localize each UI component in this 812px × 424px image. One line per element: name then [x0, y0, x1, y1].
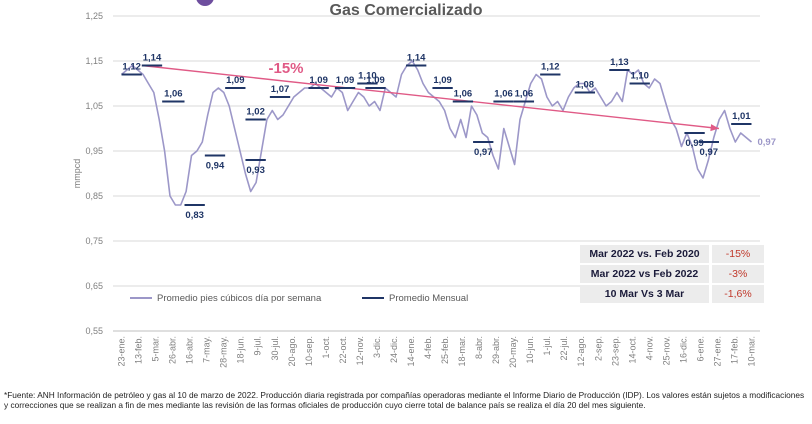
x-tick-label: 18-jun.: [236, 336, 246, 364]
monthly-value-label: 1,01: [732, 111, 751, 122]
x-tick-label: 1-jul.: [542, 336, 552, 356]
x-tick-label: 14-ene.: [406, 336, 416, 367]
trend-arrow-line: [141, 64, 720, 130]
x-tick-label: 10-sep.: [304, 336, 314, 366]
x-tick-label: 4-feb.: [423, 336, 433, 359]
comparison-row: Mar 2022 vs. Feb 2020 -15%: [580, 245, 764, 263]
monthly-value-label: 1,10: [358, 71, 377, 82]
comparison-value: -3%: [709, 265, 764, 283]
monthly-value-label: 1,07: [271, 84, 290, 95]
x-tick-label: 5-mar.: [151, 336, 161, 362]
weekly-average-line: [120, 60, 753, 206]
monthly-value-label: 1,06: [494, 89, 513, 100]
x-tick-label: 13-feb.: [134, 336, 144, 364]
label-layer: -15%1,121,141,060,830,941,091,020,931,07…: [122, 53, 776, 222]
y-tick-label: 0,75: [85, 236, 103, 246]
legend-layer: Promedio pies cúbicos día por semana Prom…: [130, 293, 468, 304]
x-tick-label: 23-ene.: [117, 336, 127, 367]
trend-percent-label: -15%: [268, 60, 303, 77]
monthly-value-label: 1,08: [576, 80, 595, 91]
x-tick-label: 4-nov.: [644, 336, 654, 360]
x-tick-label: 6-ene.: [695, 336, 705, 362]
x-tick-label: 1-oct.: [321, 336, 331, 359]
comparison-row: 10 Mar Vs 3 Mar -1,6%: [580, 285, 764, 303]
monthly-value-label: 0,97: [474, 147, 493, 158]
x-tick-label: 8-abr.: [474, 336, 484, 359]
x-tick-label: 9-jul.: [253, 336, 263, 356]
trend-arrow-head: [710, 124, 719, 132]
monthly-value-label: 1,09: [309, 75, 328, 86]
x-tick-label: 26-abr.: [168, 336, 178, 364]
series-layer: [120, 60, 753, 206]
source-footnote: *Fuente: ANH Información de petróleo y g…: [4, 390, 805, 410]
x-tick-label: 12-nov.: [355, 336, 365, 365]
monthly-value-label: 0,83: [185, 210, 204, 221]
x-tick-label: 22-oct.: [338, 336, 348, 364]
y-tick-label: 0,55: [85, 326, 103, 336]
monthly-value-label: 1,09: [433, 75, 452, 86]
monthly-value-label: 1,06: [164, 89, 183, 100]
legend-monthly-label: Promedio Mensual: [389, 293, 468, 304]
monthly-value-label: 1,12: [122, 62, 141, 73]
y-tick-label: 0,95: [85, 146, 103, 156]
end-value-label: 0,97: [757, 137, 776, 148]
x-tick-label: 28-may.: [219, 336, 229, 368]
monthly-value-label: 1,12: [541, 62, 560, 73]
monthly-value-label: 0,99: [685, 138, 704, 149]
comparison-label: Mar 2022 vs. Feb 2020: [580, 245, 709, 263]
monthly-value-label: 1,14: [407, 53, 426, 64]
monthly-value-label: 1,10: [630, 71, 649, 82]
x-tick-label: 25-feb.: [440, 336, 450, 364]
comparison-label: 10 Mar Vs 3 Mar: [580, 285, 709, 303]
x-tick-label: 18-mar.: [457, 336, 467, 367]
x-tick-label: 17-feb.: [729, 336, 739, 364]
x-tick-label: 23-sep.: [610, 336, 620, 366]
comparison-table: Mar 2022 vs. Feb 2020 -15% Mar 2022 vs F…: [580, 243, 764, 305]
x-tick-label: 10-mar.: [746, 336, 756, 367]
x-tick-label: 24-dic.: [389, 336, 399, 363]
monthly-value-label: 0,97: [700, 147, 719, 158]
y-tick-label: 1,05: [85, 101, 103, 111]
x-tick-label: 25-nov.: [661, 336, 671, 365]
comparison-label: Mar 2022 vs Feb 2022: [580, 265, 709, 283]
monthly-value-label: 1,06: [454, 89, 473, 100]
x-tick-label: 12-ago.: [576, 336, 586, 367]
x-tick-label: 20-ago.: [287, 336, 297, 367]
monthly-value-label: 1,09: [226, 75, 245, 86]
x-tick-label: 14-oct.: [627, 336, 637, 364]
x-tick-label: 30-jul.: [270, 336, 280, 361]
monthly-value-label: 1,14: [143, 53, 162, 64]
x-tick-label: 27-ene.: [712, 336, 722, 367]
x-tick-label: 16-abr.: [185, 336, 195, 364]
comparison-value: -15%: [709, 245, 764, 263]
x-tick-label: 16-dic.: [678, 336, 688, 363]
x-tick-label: 20-may.: [508, 336, 518, 368]
x-tick-label: 3-dic.: [372, 336, 382, 358]
comparison-row: Mar 2022 vs Feb 2022 -3%: [580, 265, 764, 283]
axis-layer: 0,55 0,65 0,75 0,85 0,95 1,05 1,15 1,25 mmpcd 23-…: [72, 11, 760, 368]
monthly-value-label: 0,94: [206, 161, 225, 172]
monthly-value-label: 1,13: [610, 57, 629, 68]
x-tick-label: 29-abr.: [491, 336, 501, 364]
y-tick-label: 1,15: [85, 56, 103, 66]
monthly-value-label: 1,06: [515, 89, 534, 100]
legend-weekly-label: Promedio pies cúbicos día por semana: [157, 293, 322, 304]
y-tick-label: 1,25: [85, 11, 103, 21]
monthly-value-label: 1,02: [246, 107, 265, 118]
chart-title: Gas Comercializado: [329, 2, 483, 19]
y-tick-label: 0,85: [85, 191, 103, 201]
x-tick-label: 22-jul.: [559, 336, 569, 361]
y-tick-label: 0,65: [85, 281, 103, 291]
x-tick-label: 7-may.: [202, 336, 212, 363]
monthly-value-label: 0,93: [246, 165, 265, 176]
y-axis-title: mmpcd: [72, 159, 82, 189]
monthly-value-label: 1,09: [336, 75, 355, 86]
monthly-value-label: 1,09: [366, 75, 385, 86]
x-tick-label: 2-sep.: [593, 336, 603, 361]
comparison-value: -1,6%: [709, 285, 764, 303]
decorative-tab-shape: [196, 0, 214, 6]
x-tick-label: 10-jun.: [525, 336, 535, 364]
